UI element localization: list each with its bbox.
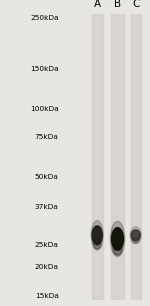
Bar bbox=[131, 14, 141, 300]
Ellipse shape bbox=[92, 226, 102, 245]
Text: C: C bbox=[132, 0, 139, 9]
Ellipse shape bbox=[91, 221, 103, 250]
Bar bbox=[111, 14, 124, 300]
Ellipse shape bbox=[112, 228, 123, 250]
Bar bbox=[92, 14, 103, 300]
Text: B: B bbox=[114, 0, 121, 9]
Ellipse shape bbox=[113, 242, 122, 255]
Ellipse shape bbox=[130, 227, 141, 244]
Ellipse shape bbox=[110, 221, 125, 256]
Ellipse shape bbox=[93, 238, 101, 249]
Ellipse shape bbox=[132, 237, 139, 243]
Text: A: A bbox=[94, 0, 101, 9]
Ellipse shape bbox=[131, 230, 140, 241]
